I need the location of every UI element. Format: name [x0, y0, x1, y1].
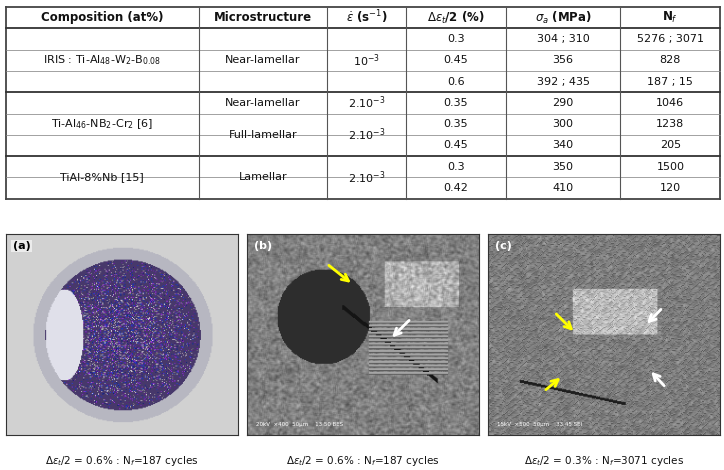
Text: 0.35: 0.35: [444, 98, 468, 108]
Text: Composition (at%): Composition (at%): [41, 11, 164, 24]
Text: 0.35: 0.35: [444, 119, 468, 129]
Text: 0.45: 0.45: [444, 55, 468, 65]
Text: IRIS : Ti-Al$_{48}$-W$_2$-B$_{0.08}$: IRIS : Ti-Al$_{48}$-W$_2$-B$_{0.08}$: [43, 54, 161, 67]
Text: 1500: 1500: [657, 162, 684, 172]
Text: $\Delta\varepsilon_t$/2 (%): $\Delta\varepsilon_t$/2 (%): [427, 10, 485, 26]
Text: $\Delta\varepsilon_t$/2 = 0.6% : N$_f$=187 cycles: $\Delta\varepsilon_t$/2 = 0.6% : N$_f$=1…: [286, 454, 440, 469]
Text: 20kV  ×400  50μm    13 50 BES: 20kV ×400 50μm 13 50 BES: [256, 422, 343, 427]
Text: 0.3: 0.3: [447, 34, 465, 44]
Text: 2.10$^{-3}$: 2.10$^{-3}$: [348, 126, 385, 143]
Text: 2.10$^{-3}$: 2.10$^{-3}$: [348, 169, 385, 186]
Text: 828: 828: [660, 55, 681, 65]
Text: TiAl-8%Nb [15]: TiAl-8%Nb [15]: [60, 172, 144, 182]
Text: Microstructure: Microstructure: [214, 11, 312, 24]
Text: 350: 350: [552, 162, 573, 172]
Text: 0.3: 0.3: [447, 162, 465, 172]
Text: $\sigma_a$ (MPa): $\sigma_a$ (MPa): [535, 10, 592, 26]
Text: 0.6: 0.6: [447, 77, 465, 86]
Text: 5276 ; 3071: 5276 ; 3071: [637, 34, 704, 44]
Text: (a): (a): [12, 241, 30, 251]
Text: 410: 410: [552, 183, 573, 193]
Text: 1046: 1046: [656, 98, 684, 108]
Text: $\Delta\varepsilon_t$/2 = 0.6% : N$_f$=187 cycles: $\Delta\varepsilon_t$/2 = 0.6% : N$_f$=1…: [45, 454, 198, 469]
Text: 300: 300: [552, 119, 573, 129]
Text: Near-lamellar: Near-lamellar: [225, 98, 300, 108]
Text: 304 ; 310: 304 ; 310: [536, 34, 589, 44]
Text: 187 ; 15: 187 ; 15: [647, 77, 694, 86]
Text: 1238: 1238: [656, 119, 684, 129]
Text: 356: 356: [552, 55, 573, 65]
Text: 120: 120: [660, 183, 681, 193]
Text: 290: 290: [552, 98, 574, 108]
Text: 0.45: 0.45: [444, 141, 468, 150]
Text: 340: 340: [552, 141, 573, 150]
Text: 205: 205: [660, 141, 681, 150]
Text: $\Delta\varepsilon_t$/2 = 0.3% : N$_f$=3071 cycles: $\Delta\varepsilon_t$/2 = 0.3% : N$_f$=3…: [524, 454, 684, 469]
Text: Ti-Al$_{46}$-NB$_2$-Cr$_2$ [6]: Ti-Al$_{46}$-NB$_2$-Cr$_2$ [6]: [51, 117, 153, 131]
Text: 10$^{-3}$: 10$^{-3}$: [353, 52, 380, 69]
Text: 15kV  ×500  50μm    33 45 SEI: 15kV ×500 50μm 33 45 SEI: [497, 422, 583, 427]
Text: 392 ; 435: 392 ; 435: [536, 77, 589, 86]
Text: Full-lamellar: Full-lamellar: [229, 130, 298, 140]
Text: $\dot{\varepsilon}$ (s$^{-1}$): $\dot{\varepsilon}$ (s$^{-1}$): [346, 9, 387, 26]
Text: Near-lamellar: Near-lamellar: [225, 55, 300, 65]
Text: N$_f$: N$_f$: [662, 10, 678, 25]
Text: (b): (b): [254, 241, 272, 251]
Text: (c): (c): [495, 241, 512, 251]
Text: 2.10$^{-3}$: 2.10$^{-3}$: [348, 94, 385, 111]
Text: Lamellar: Lamellar: [239, 172, 287, 182]
Text: 0.42: 0.42: [444, 183, 468, 193]
